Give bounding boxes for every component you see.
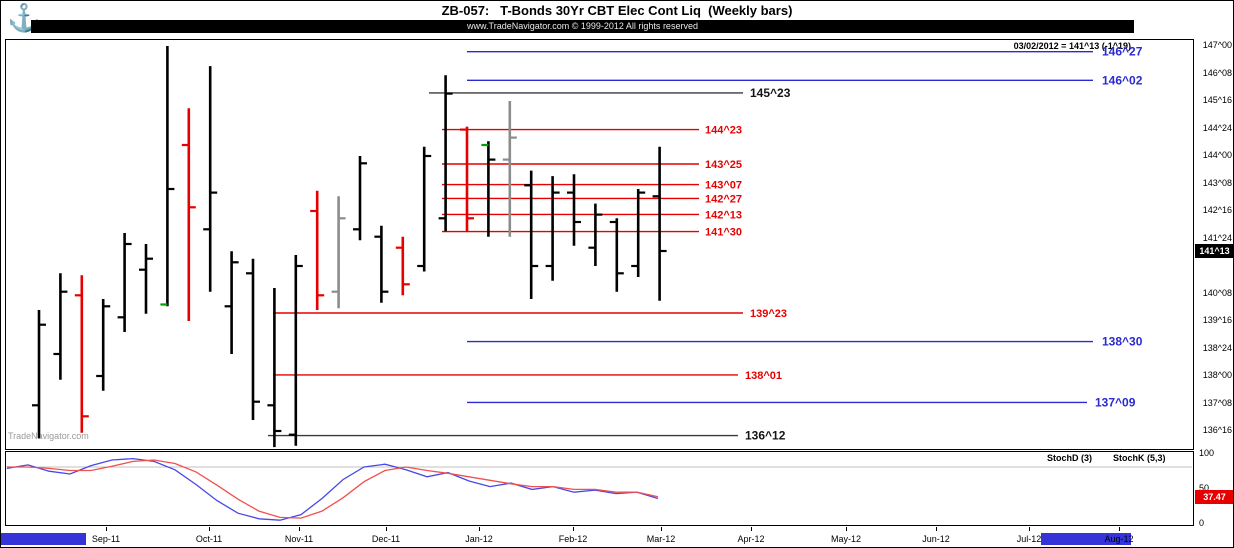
scrollbar-left-fill[interactable]	[1, 533, 86, 545]
x-axis-month-label: Feb-12	[558, 534, 588, 544]
x-axis-month-label: Jun-12	[922, 534, 950, 544]
x-axis-month-label: Jul-12	[1016, 534, 1042, 544]
scrollbar-right-fill[interactable]	[1041, 533, 1131, 545]
price-axis[interactable]: 147^00 146^08 145^16 144^24 144^00 143^08 142^…	[1195, 1, 1233, 547]
x-axis-tick	[386, 527, 387, 531]
price-level-label[interactable]: 144^23	[705, 125, 742, 137]
chart-frame	[5, 39, 1194, 450]
stochd-line	[7, 459, 659, 519]
chart-title: ZB-057: T-Bonds 30Yr CBT Elec Cont Liq (…	[441, 3, 793, 18]
price-level-label[interactable]: 143^07	[705, 180, 742, 192]
x-axis-tick	[661, 527, 662, 531]
watermark: TradeNavigator.com	[8, 431, 89, 441]
x-axis-tick	[299, 527, 300, 531]
x-axis-month-label: Nov-11	[284, 534, 314, 544]
x-axis-month-label: Aug-12	[1104, 534, 1134, 544]
y-axis-label: 147^00	[1202, 40, 1232, 50]
x-axis-tick	[209, 527, 210, 531]
price-level-label[interactable]: 138^30	[1102, 335, 1143, 349]
y-axis-label: 138^00	[1202, 370, 1232, 380]
stochastic-panel-canvas[interactable]	[5, 451, 1194, 526]
price-level-label[interactable]: 146^27	[1102, 45, 1143, 59]
time-axis-scrollbar[interactable]: Sep-11 Oct-11 Nov-11 Dec-11 Jan-12 Feb-12 Mar-…	[1, 527, 1233, 547]
stoch-value-box: 37.47	[1195, 489, 1233, 504]
price-level-label[interactable]: 141^30	[705, 227, 742, 239]
price-level-label[interactable]: 139^23	[750, 308, 787, 320]
last-price-box: 141^13	[1195, 244, 1233, 259]
stochk-legend[interactable]: StochK (5,3)	[1113, 453, 1166, 463]
last-quote-readout: 03/02/2012 = 141^13 (-1^19)	[1013, 41, 1131, 51]
x-axis-tick	[1029, 527, 1030, 531]
x-axis-tick	[106, 527, 107, 531]
y-axis-label: 140^08	[1202, 287, 1232, 298]
y-axis-label: 138^24	[1202, 342, 1232, 353]
y-axis-label: 145^16	[1202, 95, 1232, 105]
price-level-label[interactable]: 142^13	[705, 209, 742, 221]
price-level-label[interactable]: 145^23	[750, 86, 791, 100]
x-axis-tick	[1119, 527, 1120, 531]
price-level-label[interactable]: 137^09	[1095, 395, 1136, 409]
y-axis-label: 144^24	[1202, 122, 1232, 133]
x-axis-month-label: Dec-11	[371, 534, 401, 544]
y-axis-label: 136^16	[1202, 425, 1232, 435]
y-axis-label: 141^24	[1202, 232, 1232, 243]
y-axis-label: 144^00	[1202, 150, 1232, 160]
x-axis-tick	[479, 527, 480, 531]
x-axis-month-label: Jan-12	[465, 534, 493, 544]
stoch-axis-label: 100	[1199, 448, 1215, 458]
y-axis-label: 146^08	[1202, 67, 1232, 78]
x-axis-month-label: May-12	[830, 534, 862, 544]
x-axis-tick	[846, 527, 847, 531]
x-axis-month-label: Sep-11	[91, 534, 121, 544]
x-axis-month-label: Mar-12	[646, 534, 676, 544]
stochd-legend[interactable]: StochD (3)	[1047, 453, 1092, 463]
price-level-label[interactable]: 142^27	[705, 193, 742, 205]
copyright-strip: www.TradeNavigator.com © 1999-2012 All r…	[31, 20, 1134, 33]
y-axis-label: 137^08	[1202, 397, 1232, 408]
price-level-label[interactable]: 146^02	[1102, 73, 1143, 87]
x-axis-tick	[751, 527, 752, 531]
price-chart-canvas[interactable]: TradeNavigator.com 146^27 146^02 145^23 144^…	[5, 39, 1194, 450]
stoch-frame	[5, 451, 1194, 526]
copyright-text: www.TradeNavigator.com © 1999-2012 All r…	[467, 21, 698, 31]
price-level-label[interactable]: 138^01	[745, 370, 782, 382]
price-level-label[interactable]: 143^25	[705, 159, 742, 171]
x-axis-tick	[573, 527, 574, 531]
y-axis-label: 143^08	[1202, 177, 1232, 188]
x-axis-tick	[936, 527, 937, 531]
y-axis-label: 142^16	[1202, 205, 1232, 215]
stoch-axis-label: 0	[1199, 518, 1205, 528]
y-axis-label: 139^16	[1202, 315, 1232, 325]
stoch-axis-label: 50	[1199, 483, 1210, 493]
x-axis-month-label: Oct-11	[195, 534, 223, 544]
price-level-label[interactable]: 136^12	[745, 429, 786, 443]
x-axis-month-label: Apr-12	[737, 534, 765, 544]
